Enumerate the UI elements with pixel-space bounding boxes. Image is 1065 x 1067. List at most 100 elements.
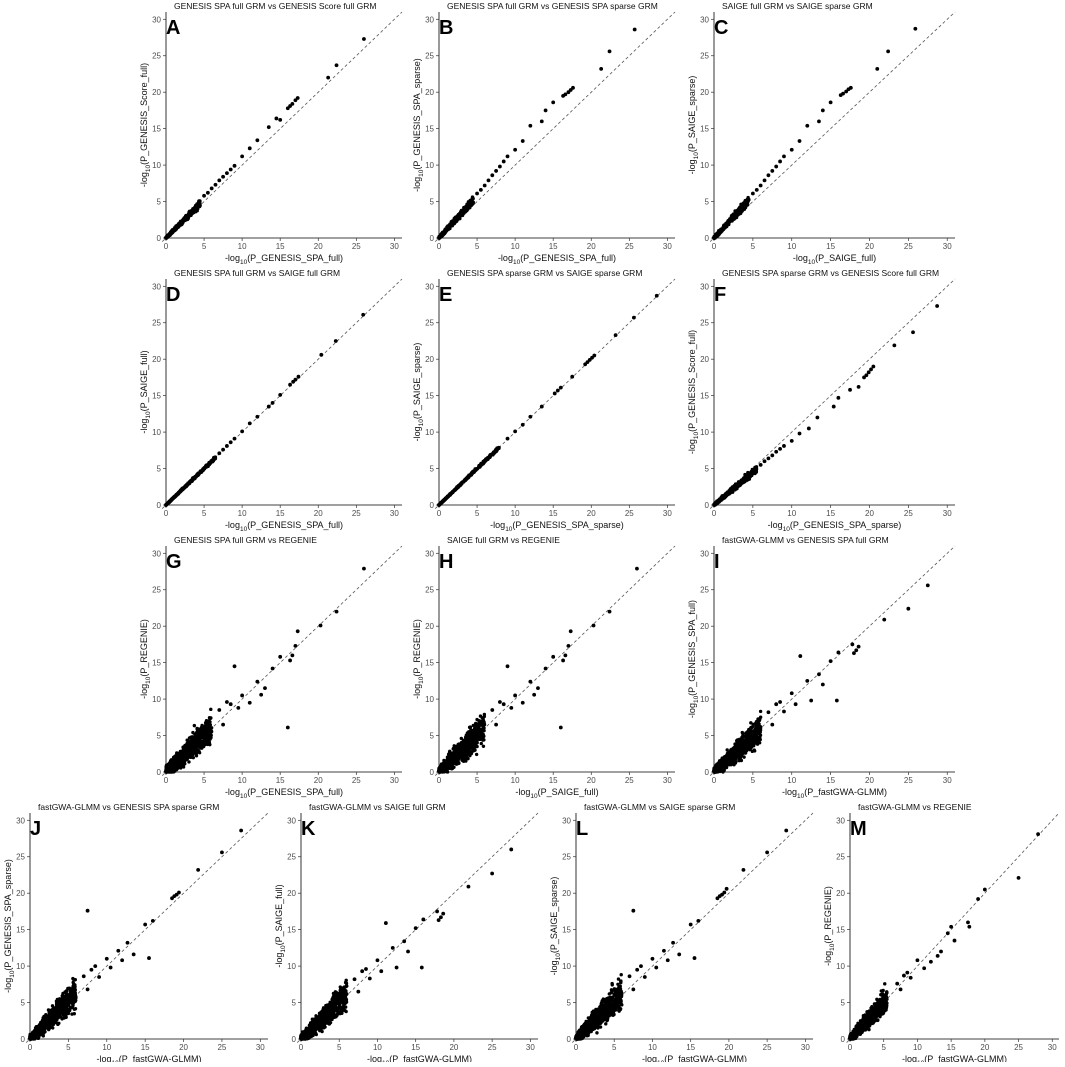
data-point (456, 486, 459, 489)
x-tick-label: 5 (751, 509, 756, 518)
data-point (443, 230, 446, 233)
data-point (815, 416, 819, 420)
data-point (255, 138, 259, 142)
data-point (193, 733, 196, 736)
y-tick-label: 15 (700, 125, 709, 134)
data-point (463, 209, 466, 212)
y-tick-label: 20 (152, 88, 161, 97)
data-point (221, 175, 225, 179)
data-point (469, 473, 472, 476)
y-tick-label: 0 (157, 234, 162, 243)
panel-b: GENESIS SPA full GRM vs GENESIS SPA spar… (412, 1, 675, 266)
x-tick-label: 0 (164, 776, 169, 785)
data-point (335, 63, 339, 67)
data-point (168, 761, 171, 764)
data-point (240, 429, 244, 433)
data-point (483, 184, 487, 188)
data-point (278, 393, 282, 397)
y-axis-label: -log10(P_SAIGE_sparse) (687, 76, 700, 175)
x-tick-label: 0 (712, 242, 717, 251)
x-tick-label: 25 (352, 242, 361, 251)
data-point (362, 37, 366, 41)
data-point (836, 396, 840, 400)
data-point (221, 448, 225, 452)
data-point (742, 201, 745, 204)
panel-letter: B (439, 17, 453, 39)
data-point (749, 471, 752, 474)
data-point (632, 316, 636, 320)
x-tick-label: 25 (625, 509, 634, 518)
data-point (521, 139, 525, 143)
data-point (482, 745, 485, 748)
point-cloud (712, 196, 750, 240)
data-point (807, 427, 811, 431)
y-tick-label: 10 (425, 161, 434, 170)
data-point (735, 484, 738, 487)
x-tick-label: 25 (625, 242, 634, 251)
data-point (749, 475, 752, 478)
data-point (236, 706, 240, 710)
data-point (178, 222, 181, 225)
x-tick-label: 15 (826, 509, 835, 518)
y-tick-label: 25 (700, 319, 709, 328)
data-point (205, 465, 208, 468)
data-point (267, 405, 271, 409)
y-axis-label: -log10(P_GENESIS_Score_full) (687, 330, 700, 454)
data-point (767, 173, 771, 177)
data-point (225, 444, 229, 448)
data-point (271, 667, 275, 671)
data-point (563, 92, 567, 96)
data-point (444, 497, 447, 500)
data-point (553, 392, 557, 396)
data-point (255, 415, 259, 419)
y-tick-label: 10 (700, 161, 709, 170)
data-point (193, 724, 196, 727)
y-tick-label: 20 (425, 622, 434, 631)
data-point (288, 383, 292, 387)
point-cloud (437, 713, 486, 774)
x-tick-label: 15 (549, 776, 558, 785)
data-point (195, 727, 198, 730)
data-point (167, 501, 170, 504)
data-point (187, 760, 190, 763)
x-tick-label: 0 (437, 242, 442, 251)
y-tick-label: 25 (152, 319, 161, 328)
data-point (745, 202, 748, 205)
panel-title: GENESIS SPA full GRM vs REGENIE (174, 535, 317, 545)
data-point (457, 216, 460, 219)
data-point (774, 165, 778, 169)
y-tick-label: 30 (425, 282, 434, 291)
x-axis-label: -log10(P_GENESIS_SPA_sparse) (490, 520, 624, 533)
data-point (935, 304, 939, 308)
data-point (720, 227, 723, 230)
data-point (497, 446, 500, 449)
data-point (729, 489, 732, 492)
y-tick-label: 30 (152, 282, 161, 291)
data-point (195, 741, 198, 744)
data-point (208, 461, 211, 464)
y-tick-label: 30 (425, 15, 434, 24)
x-tick-label: 15 (276, 242, 285, 251)
data-point (451, 221, 454, 224)
x-tick-label: 5 (202, 509, 207, 518)
data-point (240, 154, 244, 158)
data-point (198, 735, 201, 738)
data-point (202, 194, 206, 198)
x-tick-label: 25 (352, 776, 361, 785)
data-point (198, 731, 201, 734)
y-tick-label: 0 (430, 234, 435, 243)
data-point (229, 440, 233, 444)
y-tick-label: 20 (700, 355, 709, 364)
data-point (209, 708, 212, 711)
x-tick-label: 25 (904, 242, 913, 251)
data-point (471, 201, 474, 204)
x-tick-label: 0 (437, 776, 442, 785)
x-tick-label: 20 (587, 776, 596, 785)
data-point (335, 610, 339, 614)
data-point (207, 730, 210, 733)
x-tick-label: 0 (437, 509, 442, 518)
y-tick-label: 10 (152, 695, 161, 704)
data-point (759, 463, 763, 467)
panel-letter: F (714, 284, 726, 306)
data-point (180, 760, 183, 763)
